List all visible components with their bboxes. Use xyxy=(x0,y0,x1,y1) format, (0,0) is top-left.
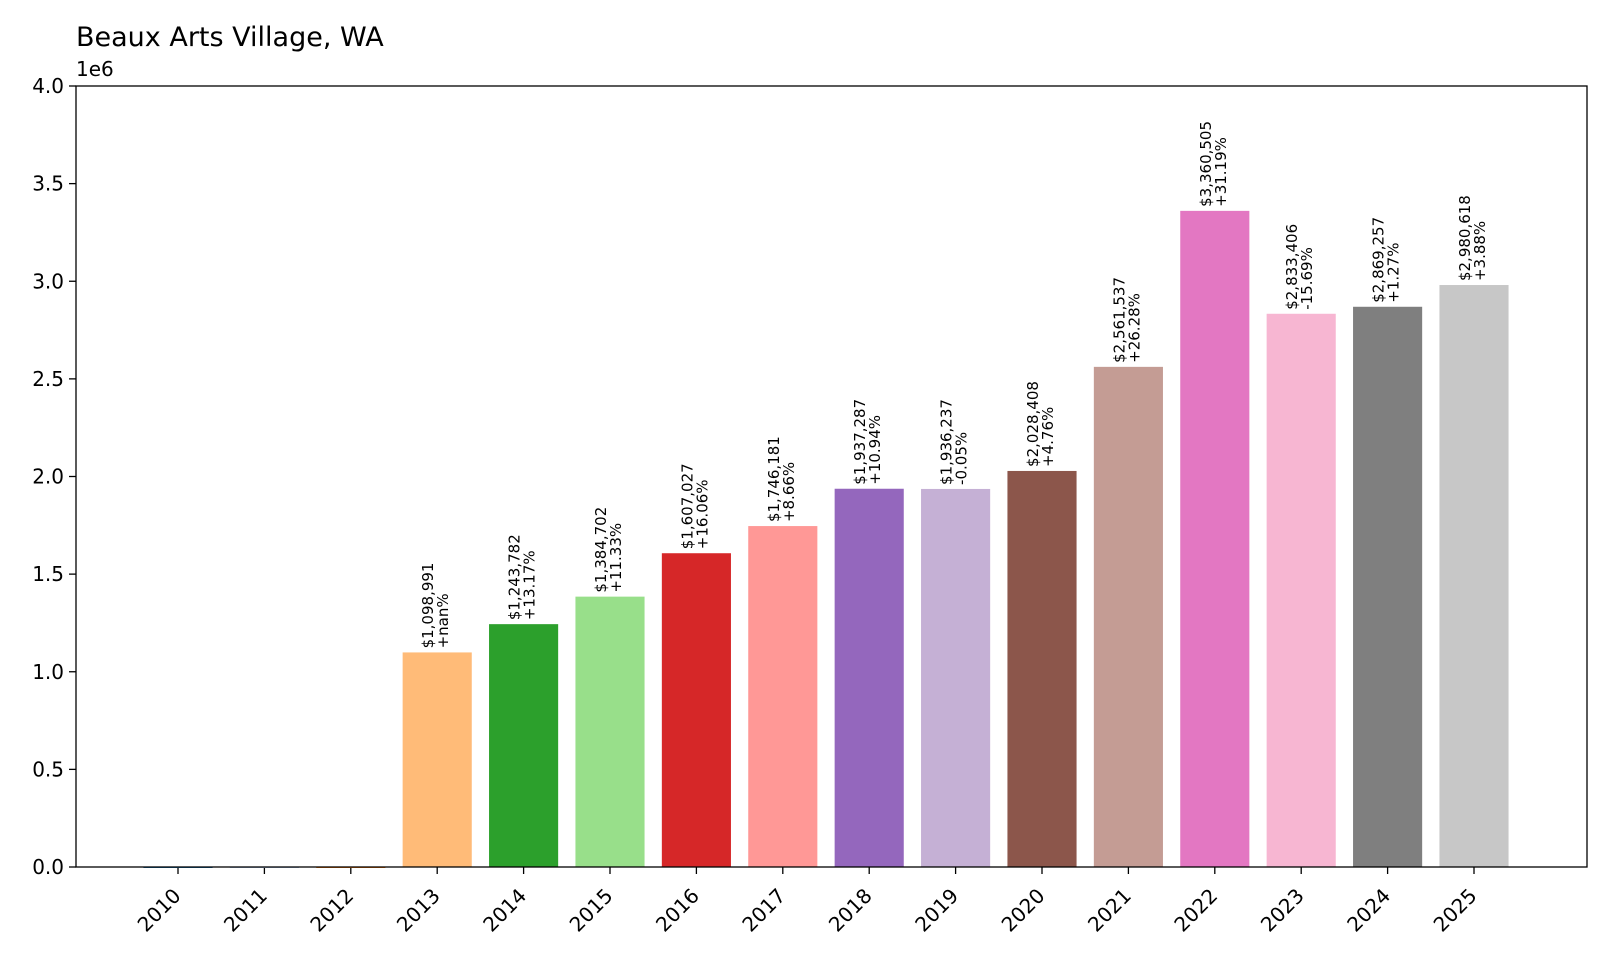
y-tick-label: 1.5 xyxy=(32,562,64,586)
bars-group xyxy=(143,210,1509,868)
bar xyxy=(921,488,991,867)
bar-data-label: $1,243,782+13.17% xyxy=(506,534,539,620)
y-tick-label: 0.5 xyxy=(32,757,64,781)
x-tick-label: 2010 xyxy=(133,884,186,937)
bar xyxy=(402,652,472,867)
x-tick-label: 2023 xyxy=(1256,884,1309,937)
bar-data-label: $2,561,537+26.28% xyxy=(1110,277,1143,363)
bar-change-label: +1.27% xyxy=(1385,243,1403,303)
y-scale-label: 1e6 xyxy=(76,57,114,81)
x-tick-label: 2024 xyxy=(1342,884,1395,937)
bar-data-label: $1,384,702+11.33% xyxy=(592,507,625,593)
bar xyxy=(1353,306,1423,867)
bar-data-label: $1,098,991+nan% xyxy=(419,563,452,649)
x-tick-label: 2021 xyxy=(1083,884,1136,937)
bar-change-label: -15.69% xyxy=(1298,247,1316,310)
x-tick-label: 2015 xyxy=(565,884,618,937)
bar-value-label: $1,607,027 xyxy=(678,463,696,549)
bar xyxy=(834,488,904,867)
x-tick-label: 2014 xyxy=(478,884,531,937)
bar-change-label: +13.17% xyxy=(521,550,539,620)
plot-frame xyxy=(75,85,1588,868)
bar-value-label: $2,028,408 xyxy=(1024,381,1042,467)
bar-data-label: $1,607,027+16.06% xyxy=(678,463,711,549)
bar-value-label: $1,937,287 xyxy=(851,399,869,485)
bar xyxy=(1439,285,1509,868)
bar-change-label: +10.94% xyxy=(866,415,884,485)
bar xyxy=(748,526,818,867)
bar-change-label: +16.06% xyxy=(693,479,711,549)
bar-change-label: +nan% xyxy=(434,593,452,648)
bar-value-label: $1,384,702 xyxy=(592,507,610,593)
bar-data-label: $2,028,408+4.76% xyxy=(1024,381,1057,467)
bar-data-label: $1,746,181+8.66% xyxy=(765,436,798,522)
bar-data-label: $2,833,406-15.69% xyxy=(1283,224,1316,310)
x-tick-label: 2016 xyxy=(651,884,704,937)
bar-value-label: $1,936,237 xyxy=(938,399,956,485)
bar-change-label: +26.28% xyxy=(1125,293,1143,363)
x-tick-label: 2017 xyxy=(737,884,790,937)
y-tick-label: 1.0 xyxy=(32,660,64,684)
bar xyxy=(575,596,645,867)
x-tick-label: 2018 xyxy=(824,884,877,937)
bar-value-label: $2,833,406 xyxy=(1283,224,1301,310)
bar-change-label: +11.33% xyxy=(607,523,625,593)
x-axis: 2010 2011 2012 2013 2014 2015 2016 2017 2018 2019… xyxy=(133,867,1482,937)
bar-change-label: -0.05% xyxy=(953,432,971,485)
chart-title: Beaux Arts Village, WA xyxy=(76,22,384,53)
bar-value-label: $2,561,537 xyxy=(1110,277,1128,363)
bar xyxy=(489,624,559,867)
bar xyxy=(1266,313,1336,867)
bar xyxy=(1093,366,1163,867)
y-tick-label: 4.0 xyxy=(32,74,64,98)
bar-value-label: $1,243,782 xyxy=(506,534,524,620)
y-tick-label: 0.0 xyxy=(32,855,64,879)
x-tick-label: 2012 xyxy=(305,884,358,937)
y-tick-label: 3.0 xyxy=(32,269,64,293)
bar-data-label: $1,937,287+10.94% xyxy=(851,399,884,485)
bar-value-label: $1,098,991 xyxy=(419,563,437,649)
bar xyxy=(1007,470,1077,867)
bar-value-label: $2,869,257 xyxy=(1370,217,1388,303)
bar-value-label: $1,746,181 xyxy=(765,436,783,522)
y-tick-label: 3.5 xyxy=(32,172,64,196)
bar-data-label: $2,869,257+1.27% xyxy=(1370,217,1403,303)
bar xyxy=(1180,210,1250,868)
bar-change-label: +8.66% xyxy=(780,462,798,522)
x-tick-label: 2025 xyxy=(1429,884,1482,937)
bar-value-label: $2,980,618 xyxy=(1456,195,1474,281)
y-tick-label: 2.5 xyxy=(32,367,64,391)
bar xyxy=(661,553,731,867)
bar-value-label: $3,360,505 xyxy=(1197,121,1215,207)
bar-labels-group: $1,098,991+nan% $1,243,782+13.17% $1,384,7… xyxy=(419,121,1489,648)
bar-change-label: +3.88% xyxy=(1471,221,1489,281)
bar-change-label: +4.76% xyxy=(1039,407,1057,467)
x-tick-label: 2020 xyxy=(997,884,1050,937)
x-tick-label: 2013 xyxy=(392,884,445,937)
y-tick-label: 2.0 xyxy=(32,465,64,489)
bar-change-label: +31.19% xyxy=(1212,137,1230,207)
x-tick-label: 2011 xyxy=(219,884,272,937)
bar-data-label: $3,360,505+31.19% xyxy=(1197,121,1230,207)
x-tick-label: 2022 xyxy=(1169,884,1222,937)
y-axis: 0.0 0.5 1.0 1.5 2.0 2.5 3.0 3.5 4.0 xyxy=(32,74,76,879)
x-tick-label: 2019 xyxy=(910,884,963,937)
bar-data-label: $1,936,237-0.05% xyxy=(938,399,971,485)
bar-data-label: $2,980,618+3.88% xyxy=(1456,195,1489,281)
